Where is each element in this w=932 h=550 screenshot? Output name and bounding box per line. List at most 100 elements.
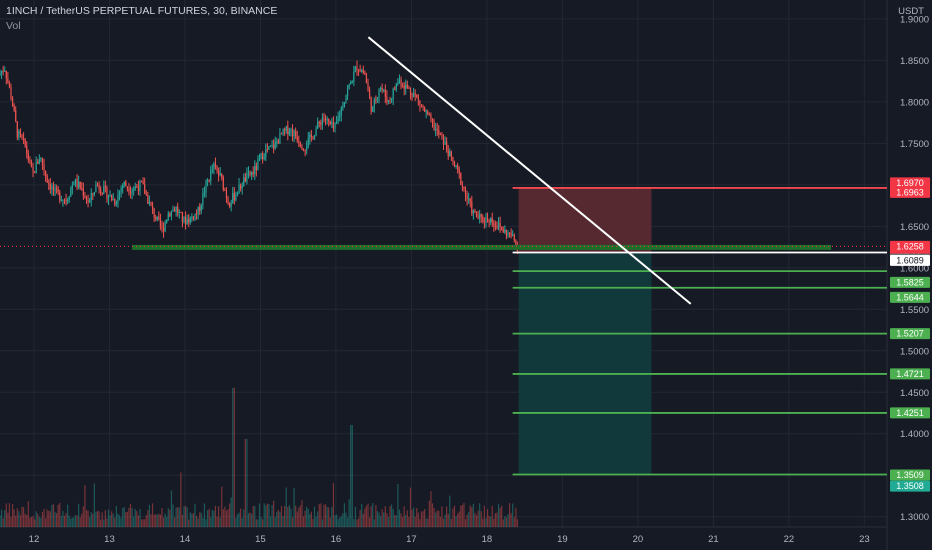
volume-bar [183, 506, 185, 527]
volume-bar [0, 509, 3, 527]
candle-body [361, 70, 363, 72]
candle-body [353, 71, 355, 82]
volume-bar [35, 511, 37, 527]
volume-bar [424, 509, 426, 527]
volume-bar [133, 516, 135, 527]
candle-body [510, 233, 512, 236]
x-tick-label: 20 [633, 534, 644, 545]
volume-bar [82, 506, 84, 527]
candle-body [274, 141, 276, 149]
candle-body [277, 141, 279, 144]
candle-body [214, 163, 217, 167]
volume-bar [302, 516, 305, 527]
volume-bar [321, 519, 324, 527]
candle-body [359, 70, 361, 72]
x-tick-label: 15 [255, 534, 266, 545]
price-label-1-4721: 1.4721 [890, 368, 930, 380]
price-label-text: 1.5207 [896, 329, 924, 339]
candle-body [76, 178, 78, 187]
volume-bar [353, 519, 355, 527]
stop-loss-zone [518, 187, 652, 253]
volume-bar [56, 513, 58, 527]
volume-bar [65, 512, 67, 527]
volume-bar [379, 516, 382, 527]
candle-body [271, 144, 273, 146]
volume-bar [255, 519, 257, 527]
price-label-1-5644: 1.5644 [890, 291, 930, 303]
candle-body [197, 206, 199, 215]
candle-body [148, 201, 151, 204]
volume-bar [458, 511, 460, 527]
candle-body [444, 141, 446, 145]
volume-bar [136, 510, 138, 527]
candle-body [208, 180, 210, 182]
candle-body [452, 157, 454, 162]
candle-body [142, 181, 144, 185]
candle-body [249, 172, 251, 176]
volume-bar [403, 506, 405, 527]
volume-bar [131, 508, 133, 527]
volume-bar [257, 519, 259, 527]
volume-bar [43, 508, 45, 527]
volume-bar [89, 517, 91, 527]
candle-body [373, 99, 375, 107]
volume-bar [271, 504, 273, 527]
volume-bar [71, 517, 73, 527]
volume-bar [169, 509, 171, 527]
candle-body [313, 135, 316, 139]
candle-body [63, 199, 66, 201]
price-label-text: 1.6970 [896, 178, 924, 188]
candle-body [424, 107, 426, 113]
volume-bar [351, 424, 353, 527]
currency-label: USDT [898, 6, 924, 17]
grid [0, 0, 887, 527]
volume-bar [320, 503, 322, 527]
volume-bar [170, 490, 173, 527]
candle-body [497, 222, 500, 229]
volume-bar [16, 508, 18, 527]
candle-body [505, 229, 508, 236]
volume-bar [232, 387, 234, 527]
volume-bar [167, 508, 169, 527]
candle-body [480, 214, 482, 217]
volume-bar [238, 512, 240, 527]
volume-bar [398, 509, 401, 527]
volume-bar [199, 512, 201, 527]
volume-bar [304, 510, 306, 527]
candle-body [233, 192, 235, 201]
candle-body [287, 126, 289, 135]
volume-bar [376, 511, 379, 527]
candle-body [32, 167, 34, 172]
candle-body [298, 141, 300, 144]
volume-bar [346, 517, 349, 527]
volume-bar [391, 504, 393, 527]
candle-body [301, 146, 303, 150]
candle-body [348, 84, 350, 90]
candle-body [24, 138, 26, 146]
volume-bar [67, 504, 69, 527]
candle-body [11, 98, 14, 107]
volume-bar [84, 485, 86, 527]
candle-body [433, 121, 435, 131]
volume-bar [442, 518, 445, 527]
volume-indicator-label[interactable]: Vol [6, 20, 21, 32]
volume-bar [482, 518, 484, 527]
volume-bar [41, 512, 44, 527]
volume-bar [375, 504, 377, 527]
candle-body [368, 89, 371, 97]
volume-bar [372, 503, 374, 527]
volume-bar [177, 507, 179, 527]
volume-bar [502, 519, 504, 527]
volume-bar [494, 513, 496, 527]
candle-body [210, 170, 212, 181]
volume-bar [485, 518, 487, 527]
candle-body [460, 172, 462, 185]
candle-body [164, 222, 166, 232]
volume-bar [282, 516, 284, 527]
x-tick-label: 13 [104, 534, 115, 545]
candle-body [488, 220, 490, 223]
candle-body [309, 134, 311, 139]
volume-bar [274, 517, 276, 527]
volume-bar [235, 517, 237, 527]
